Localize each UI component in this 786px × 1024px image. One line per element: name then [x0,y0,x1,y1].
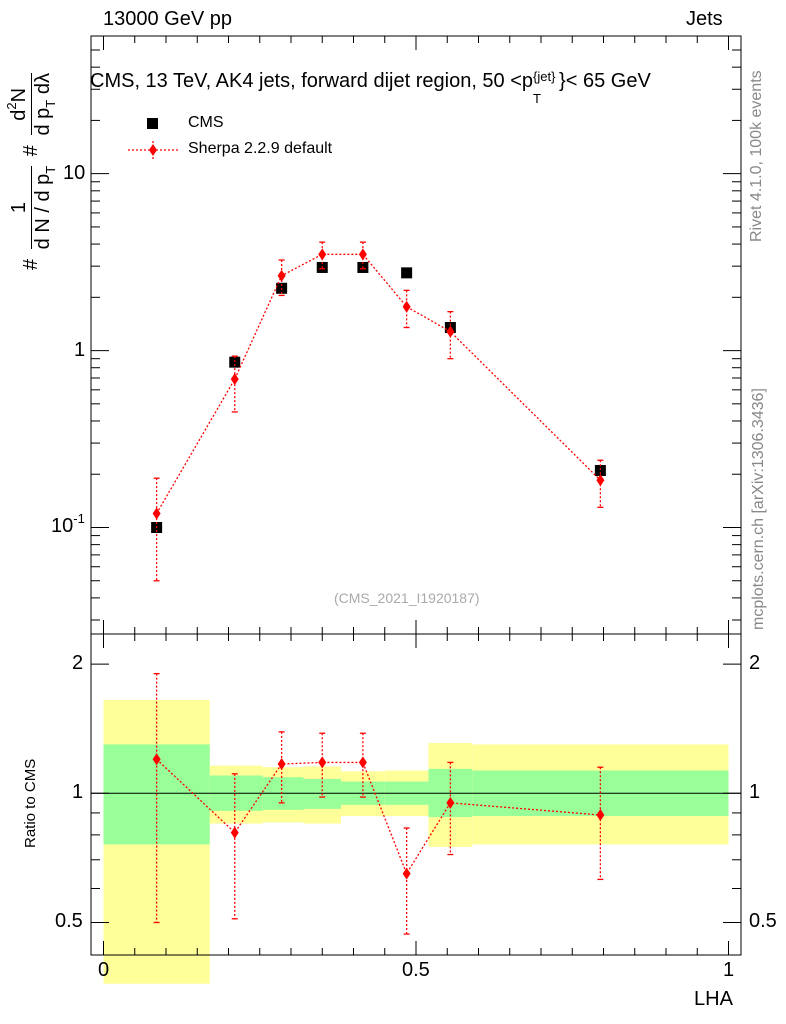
ratio-ylabel: Ratio to CMS [22,758,39,848]
x-tick-label-1: 0.5 [402,959,430,981]
main-y-tick-label-base-2: 10 [63,161,86,184]
legend-marker-sherpa [149,144,157,156]
ratio-sherpa-point-4 [358,756,367,769]
ylabel-lower-rest: dλ [32,73,54,100]
sherpa-point-7 [596,474,605,487]
plot-title: CMS, 13 TeV, AK4 jets, forward dijet reg… [90,69,651,106]
legend-markers [128,118,178,159]
analysis-id: (CMS_2021_I1920187) [334,590,480,606]
cms-point-1 [229,356,241,368]
ratio-series-layer [152,672,605,935]
sherpa-point-3 [318,248,327,261]
x-axis-label: LHA [694,988,733,1010]
main-y-tick-label-exp-0: -1 [73,511,85,527]
x-tick-label-0: 0 [98,959,110,981]
legend-label-cms: CMS [188,114,224,131]
ratio-y-tick-label-left-0: 0.5 [55,910,83,933]
legend-marker-cms [147,118,158,129]
sherpa-line [156,253,601,514]
sherpa-point-0 [152,507,161,520]
sherpa-point-6 [446,325,455,338]
ratio-sherpa-point-3 [318,756,327,769]
main-series-layer [151,241,606,582]
rivet-version-label: Rivet 4.1.0, 100k events [748,70,765,242]
ylabel-denominator-sub: T [43,165,58,174]
ratio-y-tick-label-right-0: 0.5 [749,910,777,933]
ylabel-hash-1: # [19,258,42,270]
process-label: Jets [686,8,723,30]
main-y-tick-label-1: 1 [74,339,85,362]
ratio-sherpa-point-0 [152,753,161,766]
main-y-tick-label-base-0: 10 [51,515,74,538]
plot-title-suffix: }< 65 GeV [559,70,651,92]
ylabel-one: 1 [8,165,32,250]
main-y-tick-label-base-1: 1 [74,338,86,361]
ratio-sherpa-point-5 [402,867,411,880]
plot-title-sup: {jet} [533,69,556,84]
sherpa-point-1 [230,373,239,386]
ratio-sherpa-point-1 [230,826,239,839]
ylabel-numerator-sup: 2 [4,102,19,110]
main-ylabel: # 1 d N / d pT # d2N d pT dλ [4,73,58,270]
ratio-sherpa-point-2 [277,758,286,771]
cms-point-7 [594,464,606,476]
ratio-y-tick-label-right-1: 1 [749,781,761,804]
ratio-y-tick-label-left-1: 1 [72,781,84,804]
x-tick-label-2: 1 [723,959,735,981]
legend-label-sherpa: Sherpa 2.2.9 default [188,140,333,157]
sherpa-point-2 [277,269,286,282]
ylabel-denominator: d N / d p [32,173,54,250]
ratio-sherpa-point-7 [596,809,605,822]
axis-ticks [91,35,741,955]
main-y-tick-label-2: 10 [63,162,85,185]
plot-title-prefix: CMS, 13 TeV, AK4 jets, forward dijet reg… [90,70,534,92]
energy-label: 13000 GeV pp [103,8,232,30]
ylabel-numerator-rest: N [8,87,30,103]
mcplots-label: mcplots.cern.ch [arXiv:1306.3436] [750,388,767,630]
ylabel-numerator: d [8,109,30,121]
sherpa-point-4 [358,248,367,261]
main-y-tick-label-0: 10-1 [51,511,85,538]
ylabel-hash-2: # [19,145,42,157]
cms-point-5 [401,267,413,279]
ylabel-lower-sub: T [43,99,58,108]
ratio-y-tick-label-right-2: 2 [749,652,761,675]
sherpa-point-5 [402,300,411,313]
ratio-sherpa-line [156,758,601,876]
ylabel-lower: d p [32,107,54,136]
ratio-y-tick-label-left-2: 2 [72,652,84,675]
plot-title-sub: T [533,91,541,106]
ratio-sherpa-point-6 [446,796,455,809]
